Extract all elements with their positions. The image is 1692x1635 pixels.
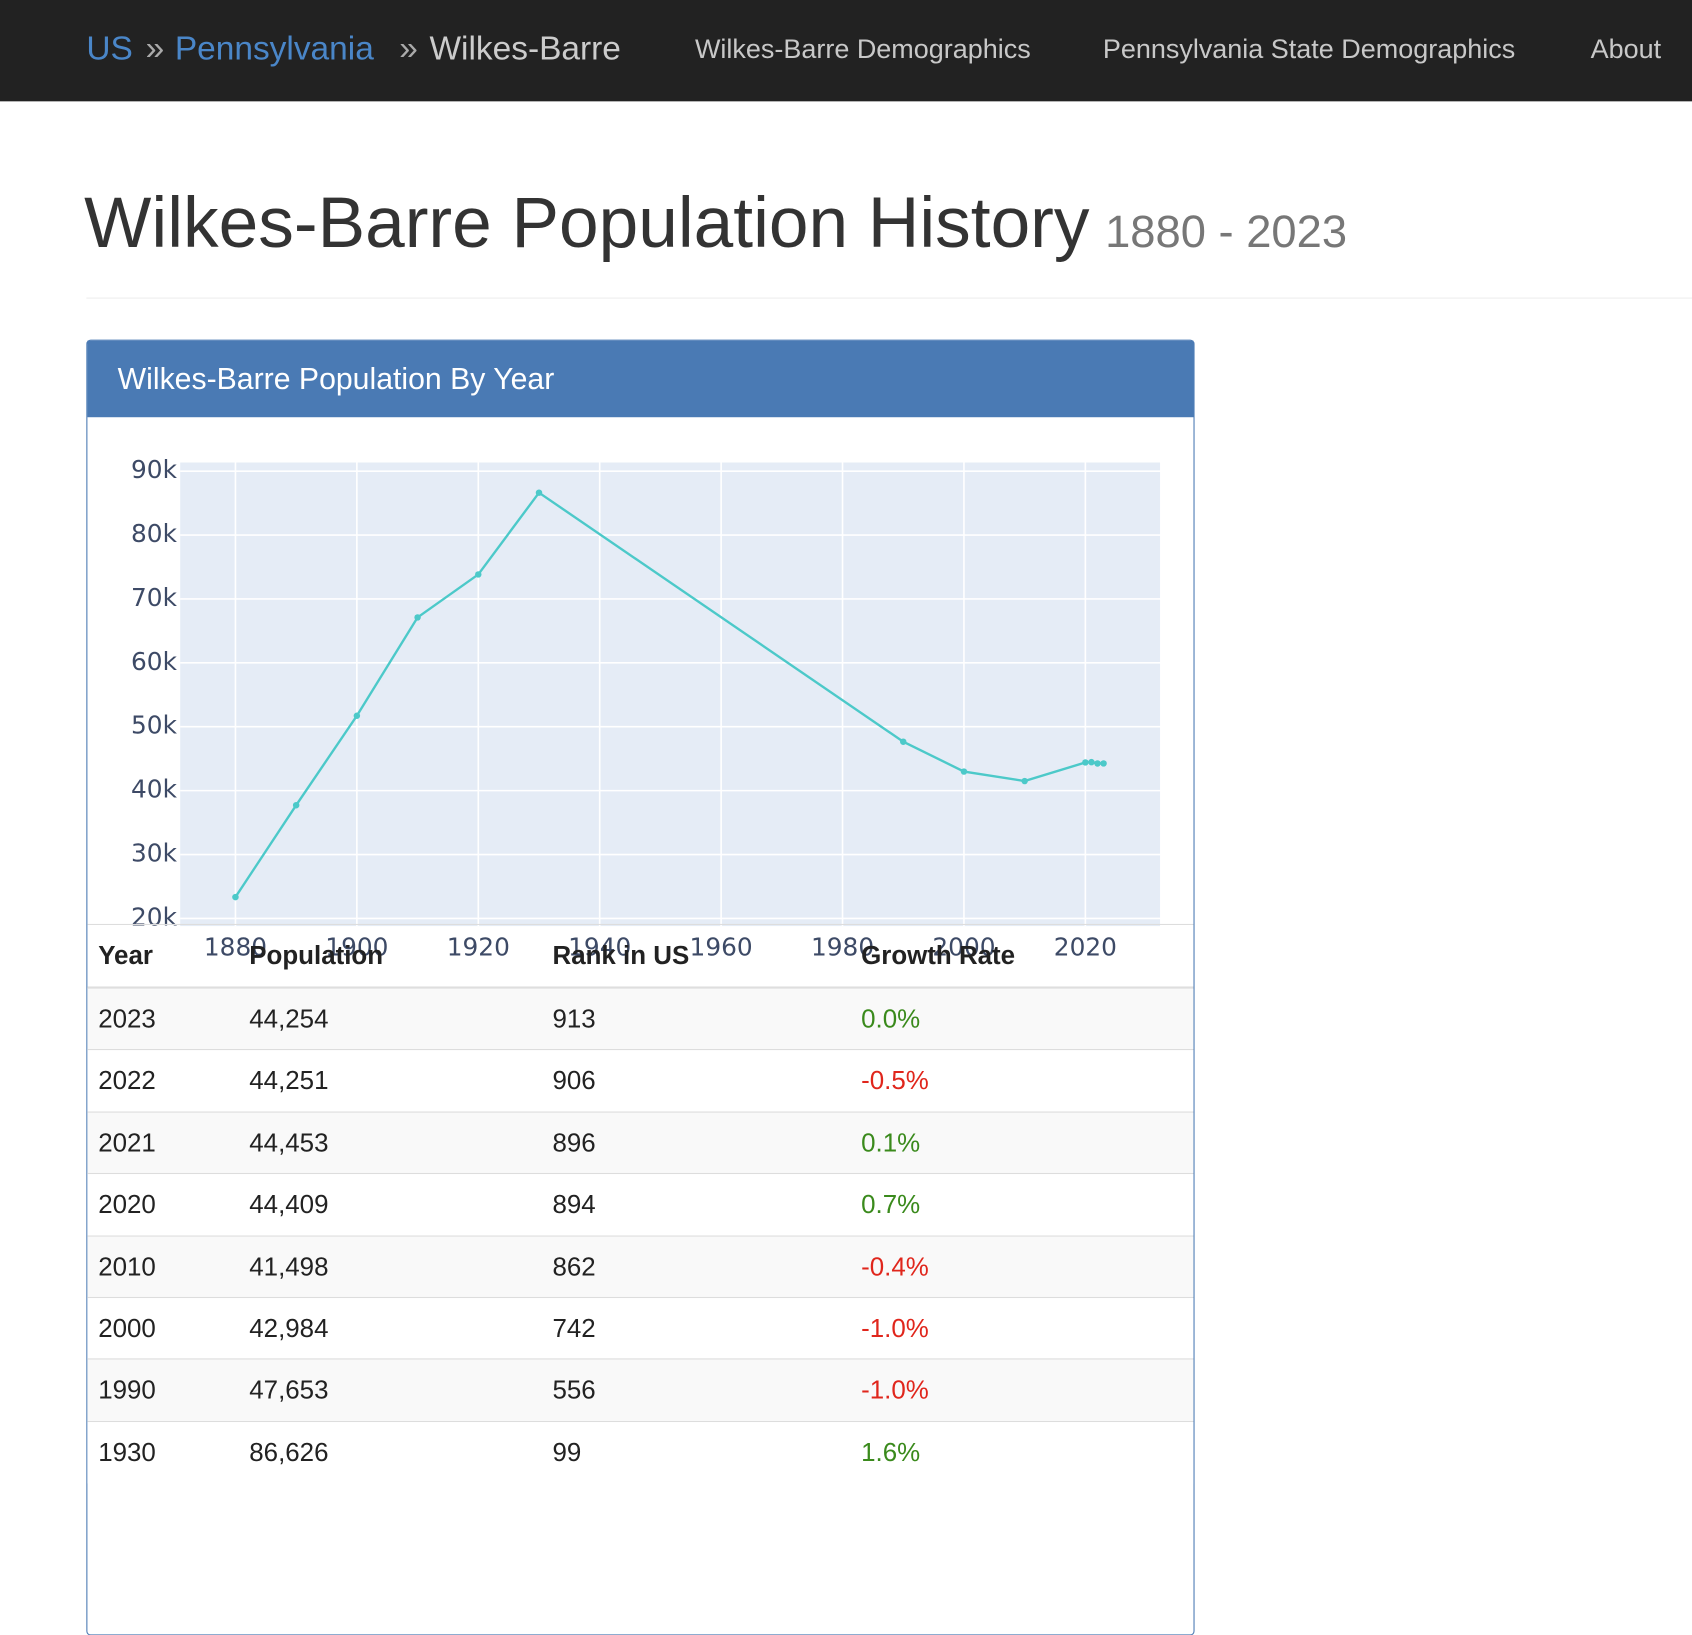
table-cell: 2000 — [98, 1314, 156, 1344]
table-cell: 742 — [552, 1314, 596, 1344]
x-tick-label: 1960 — [690, 933, 753, 962]
plot-background — [180, 462, 1161, 927]
chart: 20k 30k 40k 50k 60k 70k 80k 90k 1880 1900 1920 1940… — [131, 455, 1161, 962]
nav-link[interactable]: About — [1590, 34, 1662, 65]
point — [475, 571, 482, 578]
table-row: 2020 44,409 894 0.7% — [87, 1173, 1194, 1236]
heading-title: Wilkes-Barre Population History — [84, 182, 1090, 262]
table-row: 2023 44,254 913 0.0% — [87, 987, 1194, 1051]
table-cell: 556 — [552, 1376, 596, 1406]
table-cell: 1930 — [98, 1437, 156, 1468]
table-row: 1990 47,653 556 -1.0% — [87, 1358, 1194, 1422]
table-cell: 44,251 — [249, 1066, 329, 1096]
table-cell: 906 — [552, 1066, 596, 1096]
heading-subtitle: 1880 - 2023 — [1105, 205, 1348, 257]
table-cell: 894 — [552, 1190, 596, 1220]
y-tick-label: 20k — [131, 902, 178, 931]
growth-rate: -0.4% — [861, 1252, 929, 1282]
table-row: 2021 44,453 896 0.1% — [87, 1111, 1194, 1174]
point — [900, 738, 907, 745]
column-header: Growth Rate — [861, 941, 1016, 971]
growth-rate: 1.6% — [861, 1437, 921, 1468]
table-cell: 99 — [552, 1437, 582, 1468]
table-cell: 1990 — [98, 1376, 156, 1406]
x-tick-label: 1920 — [447, 933, 510, 962]
column-header: Population — [249, 941, 384, 971]
table-cell: 42,984 — [249, 1314, 329, 1344]
y-tick-label: 70k — [131, 583, 178, 612]
growth-rate: 0.0% — [861, 1004, 921, 1034]
point — [292, 801, 300, 809]
table-row: 2022 44,251 906 -0.5% — [87, 1049, 1194, 1112]
y-tick-label: 60k — [131, 647, 178, 676]
table-cell: 41,498 — [249, 1252, 329, 1282]
table-row: 2010 41,498 862 -0.4% — [87, 1235, 1194, 1298]
y-tick-label: 90k — [131, 455, 178, 484]
table-cell: 2021 — [98, 1128, 156, 1158]
x-tick-label: 1900 — [325, 933, 388, 962]
point — [353, 712, 361, 719]
table-cell: 862 — [552, 1252, 596, 1282]
growth-rate: 0.7% — [861, 1190, 921, 1220]
table-cell: 2020 — [98, 1190, 156, 1220]
point — [1021, 777, 1028, 785]
growth-rate: -1.0% — [861, 1376, 929, 1406]
point — [1088, 758, 1095, 766]
point — [535, 489, 543, 496]
table-row: 1930 86,626 99 1.6% — [87, 1420, 1194, 1484]
point — [1100, 760, 1107, 767]
growth-rate: -0.5% — [861, 1066, 929, 1096]
breadcrumb-link[interactable]: US — [86, 29, 133, 67]
y-tick-label: 40k — [131, 775, 178, 804]
x-tick-label: 1940 — [568, 933, 631, 962]
table-cell: 2022 — [98, 1066, 156, 1096]
table-cell: 2010 — [98, 1252, 156, 1282]
breadcrumb-link[interactable]: Pennsylvania — [174, 29, 374, 67]
navbar: US » Pennsylvania » Wilkes-Barre Wilkes-… — [0, 0, 1692, 102]
table-cell: 44,453 — [249, 1128, 329, 1158]
table-row: 2000 42,984 742 -1.0% — [87, 1296, 1194, 1360]
table-cell: 44,254 — [249, 1004, 329, 1034]
column-header: Rank in US — [552, 941, 690, 971]
growth-rate: 0.1% — [861, 1128, 921, 1158]
x-tick-label: 1880 — [204, 933, 267, 962]
point — [232, 893, 239, 901]
table-cell: 2023 — [98, 1004, 156, 1034]
table-cell: 47,653 — [249, 1376, 329, 1406]
table-header: Year Population Rank in US Growth Rate — [87, 923, 1194, 989]
page-heading: Wilkes-Barre Population History 1880 - 2… — [84, 181, 1347, 263]
point — [414, 614, 421, 621]
breadcrumb-current: Wilkes-Barre — [429, 29, 621, 67]
table-cell: 896 — [552, 1128, 596, 1158]
breadcrumb-separator: » — [145, 29, 165, 67]
point — [1082, 759, 1089, 766]
panel: Wilkes-Barre Population By Year 20k 30k 40… — [86, 339, 1195, 1635]
x-tick-label: 2020 — [1054, 933, 1117, 962]
x-tick-label: 2000 — [932, 933, 995, 962]
x-tick-label: 1980 — [811, 933, 874, 962]
y-tick-label: 80k — [131, 519, 178, 548]
table-cell: 86,626 — [249, 1437, 329, 1468]
y-tick-label: 50k — [131, 711, 178, 740]
column-header: Year — [98, 941, 153, 971]
point — [1094, 760, 1101, 767]
divider — [86, 297, 1692, 299]
table-cell: 913 — [552, 1004, 596, 1034]
breadcrumb-separator: » — [399, 29, 418, 67]
point — [960, 768, 968, 775]
nav-link[interactable]: Wilkes-Barre Demographics — [694, 34, 1031, 65]
y-tick-label: 30k — [131, 839, 178, 868]
nav-link[interactable]: Pennsylvania State Demographics — [1102, 34, 1516, 65]
table-cell: 44,409 — [249, 1190, 329, 1220]
growth-rate: -1.0% — [861, 1314, 929, 1344]
panel-title: Wilkes-Barre Population By Year — [87, 340, 1194, 418]
